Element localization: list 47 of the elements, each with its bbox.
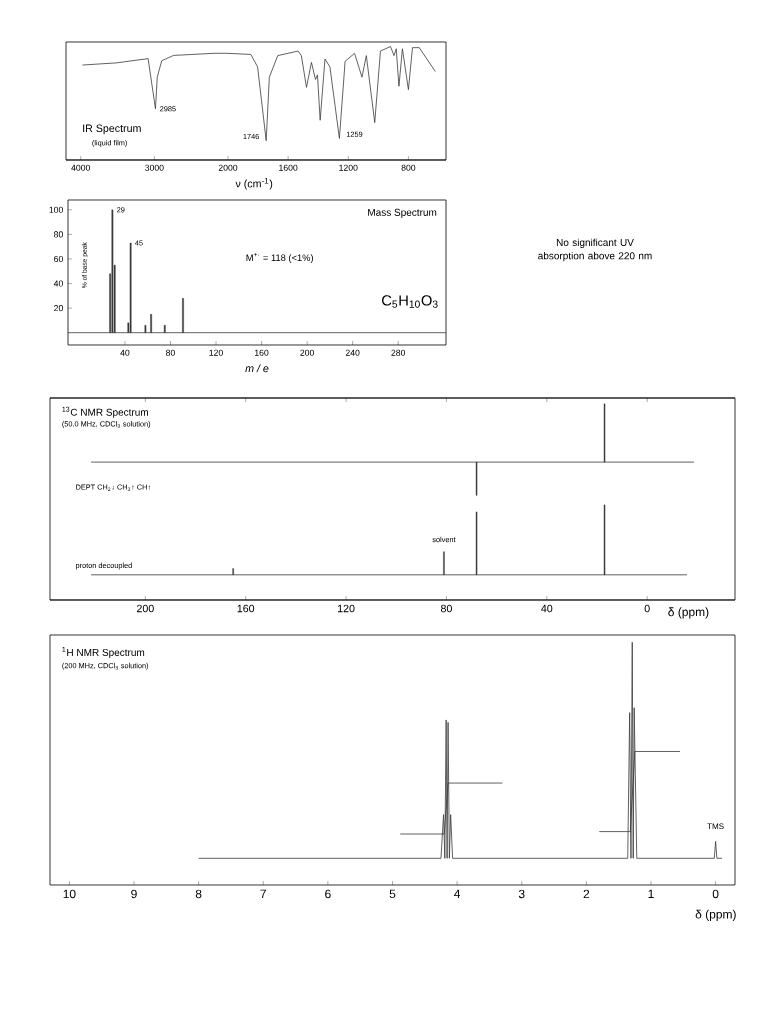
x-tick-label: 40 [541, 604, 553, 613]
x-tick-label: 160 [254, 349, 269, 356]
x-tick-label: 240 [345, 349, 360, 356]
annotation: TMS [707, 823, 724, 830]
x-tick-label: 0 [712, 889, 719, 899]
x-tick-label: 4 [454, 889, 461, 898]
x-tick-label: 200 [300, 349, 314, 356]
x-tick-label: 80 [440, 604, 452, 613]
x-tick-label: 40 [120, 349, 130, 356]
x-tick-label: 160 [237, 604, 255, 613]
x-tick-label: 120 [209, 349, 223, 356]
x-tick-label: 3 [518, 889, 525, 899]
annotation: M$^{+·}$ = 118 (<1%) [246, 253, 313, 263]
y-tick-label: 20 [54, 305, 63, 312]
x-tick-label: 8 [195, 889, 202, 899]
x-axis-title: δ (ppm) [695, 909, 736, 921]
x-tick-label: 10 [63, 889, 76, 899]
y-tick-label: 60 [54, 255, 63, 263]
x-tick-label: 2000 [218, 164, 238, 171]
x-tick-label: 1 [648, 889, 654, 898]
x-tick-label: 7 [260, 889, 266, 898]
y-tick-label: 40 [53, 280, 63, 287]
x-axis-title: δ (ppm) [668, 607, 709, 619]
x-tick-label: 0 [644, 604, 650, 613]
y-tick-label: 100 [49, 206, 63, 213]
x-tick-label: 1200 [339, 164, 358, 171]
x-tick-label: 200 [136, 604, 154, 613]
annotation: C$_{5}$H$_{10}$O$_{3}$ [382, 295, 438, 308]
x-tick-label: 1600 [279, 164, 298, 171]
x-tick-label: 800 [401, 164, 416, 171]
x-tick-label: 80 [166, 349, 175, 356]
x-axis-title: m / e [245, 364, 269, 373]
x-tick-label: 3000 [145, 164, 164, 171]
x-tick-label: 4000 [71, 164, 91, 171]
x-tick-label: 2 [583, 889, 590, 899]
text: No significant UV absorption above 220 nm [538, 238, 652, 262]
chart-title: $^{13}$C NMR Spectrum [62, 406, 148, 418]
x-tick-label: 120 [337, 604, 355, 613]
text: IR Spectrum [83, 124, 141, 135]
x-tick-label: 280 [391, 349, 406, 356]
text: Mass Spectrum [368, 208, 437, 218]
x-tick-label: 9 [131, 889, 137, 899]
x-axis-title: ν (cm$^{-1}$) [235, 178, 273, 190]
x-tick-label: 6 [325, 889, 331, 899]
text: $^{1}$H NMR Spectrum [62, 647, 145, 658]
y-tick-label: 80 [54, 231, 63, 238]
x-tick-label: 5 [389, 889, 396, 899]
